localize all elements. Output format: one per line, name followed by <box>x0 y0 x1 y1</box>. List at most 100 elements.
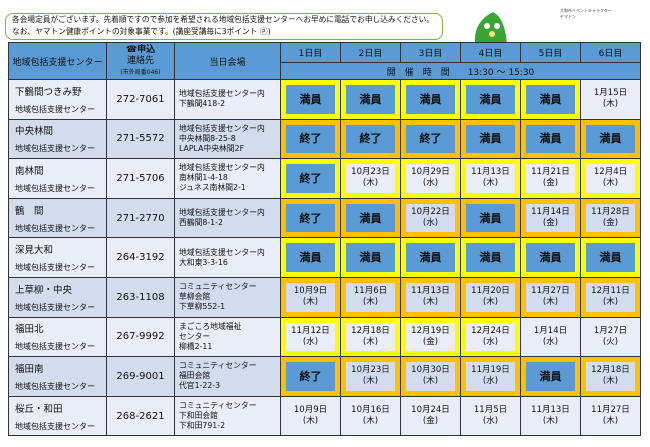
status-badge: 満員 <box>346 203 395 233</box>
table-row: 鶴 間地域包括支援センター 271-2770 地域包括支援センター内 西鶴間8-1… <box>8 197 641 239</box>
session-cell-day-5: 11月14日 (金) <box>520 197 581 239</box>
session-date: 10月9日 (木) <box>286 401 335 431</box>
session-cell-day-2: 終了 <box>340 118 401 160</box>
session-cell-day-1: 終了 <box>280 158 341 199</box>
status-badge: 満員 <box>586 243 635 272</box>
table-row: 南林間 地域包括支援センター 271-5706 地域包括支援センター内 南林間1-4… <box>8 158 641 199</box>
status-badge: 終了 <box>286 164 335 193</box>
session-cell-day-2: 10月23日 (木) <box>340 158 401 199</box>
status-badge: 終了 <box>346 124 395 154</box>
status-badge: 満員 <box>466 85 515 114</box>
session-date: 10月22日 (水) <box>406 203 455 233</box>
venue-cell: コミュニティセンター 草柳会館 下草柳552-1 <box>174 276 281 318</box>
session-cell-day-6: 12月18日 (木) <box>580 356 641 397</box>
status-badge: 満員 <box>526 124 575 154</box>
phone-cell: 263-1108 <box>106 276 175 318</box>
center-name-cell: 桜丘・和田 地域包括支援センター <box>8 395 107 437</box>
status-badge: 満員 <box>586 124 635 154</box>
session-date: 10月29日 (水) <box>406 164 455 193</box>
phone-cell: 272-7061 <box>106 79 175 120</box>
venue-cell: コミュニティセンター 福田会館 代官1-22-3 <box>174 356 281 397</box>
session-cell-day-2: 満員 <box>340 237 401 278</box>
table-row: 福田南 地域包括支援センター 269-9001 コミュニティセンター 福田会館 代官1… <box>8 356 641 397</box>
session-cell-day-3: 満員 <box>400 79 461 120</box>
center-name-cell: 福田北 地域包括支援センター <box>8 316 107 358</box>
status-badge: 終了 <box>406 124 455 154</box>
session-cell-day-5: 11月27日 (木) <box>520 276 581 318</box>
status-badge: 終了 <box>286 124 335 154</box>
session-cell-day-1: 終了 <box>280 197 341 239</box>
session-date: 10月24日 (金) <box>406 401 455 431</box>
header-day-3: 3日目 <box>400 42 461 63</box>
session-cell-day-1: 10月9日 (木) <box>280 395 341 437</box>
session-cell-day-3: 11月13日 (木) <box>400 276 461 318</box>
session-cell-day-1: 満員 <box>280 79 341 120</box>
header-venue: 当日会場 <box>174 42 281 80</box>
venue-cell: 地域包括支援センター内 下鶴間418-2 <box>174 79 281 120</box>
session-cell-day-1: 終了 <box>280 356 341 397</box>
session-date: 1月14日 (水) <box>526 322 575 352</box>
session-cell-day-1: 11月12日 (水) <box>280 316 341 358</box>
status-badge: 満員 <box>466 124 515 154</box>
header-day-5: 5日目 <box>520 42 581 63</box>
status-badge: 満員 <box>406 85 455 114</box>
notice-bubble: 各会場定員がございます。先着順ですので参加を希望される地域包括支援センターへお早… <box>5 13 443 40</box>
session-cell-day-5: 満員 <box>520 118 581 160</box>
status-badge: 満員 <box>406 243 455 272</box>
table-row: 下鶴間つきみ野 地域包括支援センター 272-7061 地域包括支援センター内 下鶴… <box>8 79 641 120</box>
session-date: 11月12日 (水) <box>286 322 335 352</box>
center-name-cell: 南林間 地域包括支援センター <box>8 158 107 199</box>
schedule-table: 地域包括支援センター ☎申込 連絡先 (市外局番046) 当日会場 1日目 2日目 … <box>8 42 641 437</box>
session-cell-day-4: 満員 <box>460 197 521 239</box>
header-phone: ☎申込 連絡先 (市外局番046) <box>106 42 175 80</box>
status-badge: 満員 <box>346 85 395 114</box>
session-cell-day-5: 11月13日 (木) <box>520 395 581 437</box>
session-cell-day-1: 満員 <box>280 237 341 278</box>
session-date: 11月13日 (木) <box>466 164 515 193</box>
phone-cell: 268-2621 <box>106 395 175 437</box>
session-cell-day-2: 満員 <box>340 197 401 239</box>
session-cell-day-4: 満員 <box>460 237 521 278</box>
status-badge: 満員 <box>346 243 395 272</box>
session-date: 12月19日 (金) <box>406 322 455 352</box>
session-cell-day-4: 満員 <box>460 118 521 160</box>
session-cell-day-6: 1月15日 (木) <box>580 79 641 120</box>
status-badge: 満員 <box>286 85 335 114</box>
session-date: 12月18日 (木) <box>586 362 635 391</box>
venue-cell: 地域包括支援センター内 南林間1-4-18 ジュネス南林間2-1 <box>174 158 281 199</box>
session-date: 10月23日 (木) <box>346 164 395 193</box>
venue-cell: コミュニティセンター 下和田会館 下和田791-2 <box>174 395 281 437</box>
session-cell-day-3: 10月24日 (金) <box>400 395 461 437</box>
session-date: 11月20日 (木) <box>466 282 515 312</box>
session-cell-day-1: 10月9日 (木) <box>280 276 341 318</box>
session-date: 12月11日 (木) <box>586 282 635 312</box>
status-badge: 満員 <box>286 243 335 272</box>
mascot-caption: 大和市イベントキャラクター ヤマトン <box>560 8 612 19</box>
session-date: 11月21日 (金) <box>526 164 575 193</box>
phone-cell: 271-5572 <box>106 118 175 160</box>
header-center: 地域包括支援センター <box>8 42 107 80</box>
status-badge: 満員 <box>466 203 515 233</box>
session-cell-day-4: 11月5日 (水) <box>460 395 521 437</box>
status-badge: 満員 <box>526 85 575 114</box>
session-cell-day-4: 11月19日 (水) <box>460 356 521 397</box>
session-cell-day-6: 満員 <box>580 118 641 160</box>
session-cell-day-4: 11月13日 (木) <box>460 158 521 199</box>
session-cell-day-6: 12月11日 (木) <box>580 276 641 318</box>
session-cell-day-5: 満員 <box>520 79 581 120</box>
center-name-cell: 下鶴間つきみ野 地域包括支援センター <box>8 79 107 120</box>
session-cell-day-6: 12月4日 (木) <box>580 158 641 199</box>
session-cell-day-1: 終了 <box>280 118 341 160</box>
center-name-cell: 上草柳・中央 地域包括支援センター <box>8 276 107 318</box>
session-date: 11月27日 (木) <box>586 401 635 431</box>
session-date: 11月13日 (木) <box>406 282 455 312</box>
center-name-cell: 深見大和 地域包括支援センター <box>8 237 107 278</box>
notice-line-2: なお、ヤマトン健康ポイントの対象事業です。(講座受講毎に3ポイント ⓟ) <box>12 27 271 36</box>
session-date: 10月23日 (木) <box>346 362 395 391</box>
session-date: 12月24日 (水) <box>466 322 515 352</box>
phone-cell: 267-9992 <box>106 316 175 358</box>
session-date: 11月13日 (木) <box>526 401 575 431</box>
venue-cell: 地域包括支援センター内 中央林間8-25-8 LAPLA中央林間2F <box>174 118 281 160</box>
session-cell-day-4: 12月24日 (水) <box>460 316 521 358</box>
session-date: 11月19日 (水) <box>466 362 515 391</box>
